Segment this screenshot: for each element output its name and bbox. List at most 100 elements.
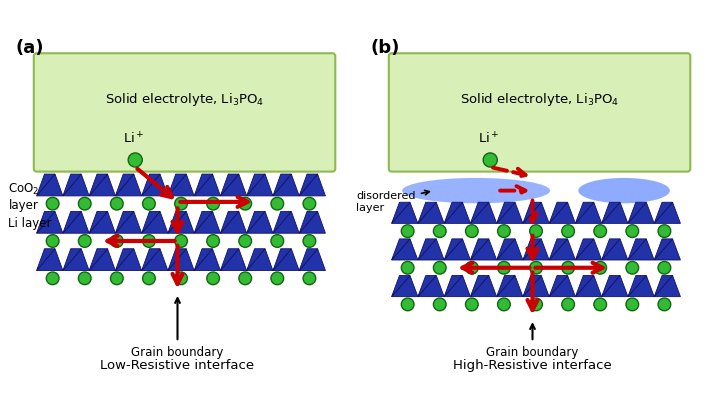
Polygon shape [444,276,471,297]
Polygon shape [194,249,220,271]
Polygon shape [628,276,646,297]
Circle shape [111,235,123,248]
Polygon shape [63,212,89,234]
Polygon shape [392,239,418,261]
Polygon shape [299,175,317,196]
Text: High-Resistive interface: High-Resistive interface [453,358,612,371]
Circle shape [433,262,446,274]
Circle shape [207,235,219,248]
Circle shape [626,225,638,238]
Polygon shape [575,239,601,261]
Polygon shape [63,175,81,196]
Polygon shape [246,212,265,234]
FancyBboxPatch shape [34,54,335,172]
Circle shape [658,298,671,311]
Polygon shape [418,276,436,297]
Polygon shape [116,212,133,234]
Polygon shape [471,239,496,261]
Ellipse shape [402,178,550,204]
Polygon shape [246,175,265,196]
Polygon shape [37,175,63,196]
Polygon shape [246,212,273,234]
Polygon shape [299,249,317,271]
Text: Li layer: Li layer [9,216,52,229]
Circle shape [433,298,446,311]
Circle shape [175,272,187,285]
Circle shape [303,272,316,285]
Circle shape [562,262,574,274]
Polygon shape [273,249,291,271]
FancyBboxPatch shape [389,54,690,172]
Text: disordered
layer: disordered layer [356,191,430,212]
Circle shape [46,235,59,248]
Polygon shape [220,175,246,196]
Polygon shape [141,249,160,271]
Circle shape [626,298,638,311]
Ellipse shape [578,178,670,204]
Polygon shape [89,249,107,271]
Circle shape [239,272,251,285]
Polygon shape [168,175,194,196]
Text: (a): (a) [16,39,44,57]
Polygon shape [654,276,672,297]
Polygon shape [444,203,462,224]
Circle shape [562,298,574,311]
Polygon shape [471,203,496,224]
Polygon shape [194,249,212,271]
Polygon shape [654,239,680,261]
Polygon shape [496,203,515,224]
Polygon shape [37,249,63,271]
Circle shape [466,298,478,311]
Circle shape [466,225,478,238]
Polygon shape [273,212,299,234]
Polygon shape [116,175,133,196]
Circle shape [303,198,316,211]
Polygon shape [523,276,541,297]
Polygon shape [63,175,89,196]
Circle shape [401,262,414,274]
Polygon shape [444,203,471,224]
Circle shape [401,298,414,311]
Circle shape [498,225,510,238]
Polygon shape [654,203,680,224]
Polygon shape [168,249,186,271]
Polygon shape [392,203,410,224]
Circle shape [530,298,542,311]
Circle shape [658,225,671,238]
Circle shape [143,272,155,285]
Polygon shape [523,239,541,261]
Text: Solid electrolyte, Li$_3$PO$_4$: Solid electrolyte, Li$_3$PO$_4$ [105,91,264,108]
Circle shape [271,198,283,211]
Polygon shape [471,239,488,261]
Polygon shape [418,203,436,224]
Polygon shape [471,276,488,297]
Polygon shape [116,249,133,271]
Polygon shape [654,239,672,261]
Polygon shape [273,175,299,196]
Circle shape [78,235,91,248]
Polygon shape [392,276,410,297]
Polygon shape [601,276,620,297]
Circle shape [498,298,510,311]
Polygon shape [549,203,575,224]
Polygon shape [418,203,444,224]
Circle shape [594,298,606,311]
Polygon shape [628,239,654,261]
Polygon shape [37,175,55,196]
Polygon shape [471,276,496,297]
Polygon shape [220,212,246,234]
Polygon shape [220,175,239,196]
Text: Grain boundary: Grain boundary [486,324,579,358]
Circle shape [594,262,606,274]
Circle shape [271,272,283,285]
Polygon shape [496,239,515,261]
Polygon shape [194,212,212,234]
Circle shape [78,272,91,285]
Polygon shape [575,203,594,224]
Circle shape [562,225,574,238]
Polygon shape [444,239,471,261]
Polygon shape [444,239,462,261]
Polygon shape [628,203,646,224]
Polygon shape [89,175,107,196]
Text: Solid electrolyte, Li$_3$PO$_4$: Solid electrolyte, Li$_3$PO$_4$ [460,91,619,108]
